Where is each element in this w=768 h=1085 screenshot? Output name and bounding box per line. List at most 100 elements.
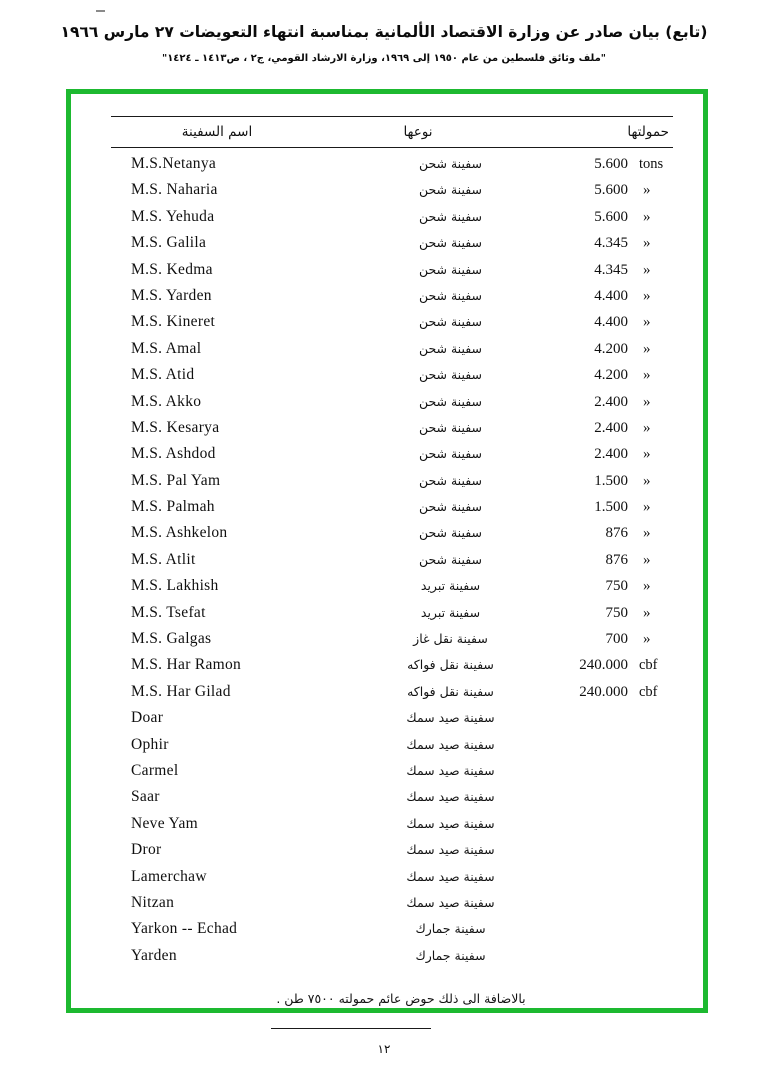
cell-tonnage-unit: cbf <box>639 657 658 674</box>
table-row: M.S. Atid سفينة شحن 4.200 » <box>111 366 673 392</box>
cell-tonnage: 2.400 <box>594 419 628 436</box>
cell-tonnage-unit: » <box>643 235 651 252</box>
cell-tonnage: 750 <box>605 604 629 621</box>
cell-tonnage: 2.400 <box>594 446 628 463</box>
cell-tonnage-unit: » <box>643 208 651 225</box>
cell-ship-name: M.S. Galgas <box>131 630 212 648</box>
cell-ship-type: سفينة شحن <box>418 235 483 251</box>
document-header: (تابع) بيان صادر عن وزارة الاقتصاد الألم… <box>0 22 768 65</box>
cell-tonnage-unit: » <box>643 261 651 278</box>
cell-tonnage: 4.400 <box>594 287 628 304</box>
cell-ship-type: سفينة صيد سمك <box>406 894 495 910</box>
table-row: Neve Yam سفينة صيد سمك <box>111 815 673 841</box>
cell-ship-name: Carmel <box>131 761 179 779</box>
table-row: Yarkon -- Echad سفينة جمارك <box>111 920 673 946</box>
table-row: Lamerchaw سفينة صيد سمك <box>111 868 673 894</box>
cell-tonnage-unit: cbf <box>639 683 658 700</box>
table-top-rule <box>111 116 673 117</box>
table-row: M.S. Har Ramon سفينة نقل فواكه 240.000 cbf <box>111 656 673 682</box>
cell-ship-name: M.S. Atlit <box>131 550 196 568</box>
column-header-type: نوعها <box>403 124 433 140</box>
cell-tonnage-unit: » <box>643 182 651 199</box>
cell-tonnage-unit: » <box>643 525 651 542</box>
column-header-name: اسم السفينة <box>181 124 253 140</box>
cell-ship-type: سفينة شحن <box>418 287 483 303</box>
table-row: M.S. Lakhish سفينة تبريد 750 » <box>111 577 673 603</box>
cell-tonnage: 4.345 <box>594 261 628 278</box>
cell-ship-name: M.S. Amal <box>131 339 202 357</box>
page-title: (تابع) بيان صادر عن وزارة الاقتصاد الألم… <box>60 23 708 41</box>
cell-tonnage: 700 <box>605 631 629 648</box>
cell-ship-name: M.S. Galila <box>131 234 207 252</box>
table-header-row: حمولتها نوعها اسم السفينة <box>111 117 673 147</box>
cell-ship-name: Doar <box>131 709 164 727</box>
cell-tonnage: 2.400 <box>594 393 628 410</box>
cell-ship-type: سفينة شحن <box>418 393 483 409</box>
ships-table: حمولتها نوعها اسم السفينة M.S.Netanya سفي… <box>111 116 673 1030</box>
cell-tonnage-unit: » <box>643 314 651 331</box>
table-row: M.S. Atlit سفينة شحن 876 » <box>111 551 673 577</box>
cell-ship-type: سفينة شحن <box>418 314 483 330</box>
source-citation: "ملف وثائق فلسطين من عام ١٩٥٠ إلى ١٩٦٩، … <box>161 52 607 64</box>
table-row: M.S. Yehuda سفينة شحن 5.600 » <box>111 208 673 234</box>
cell-tonnage-unit: » <box>643 340 651 357</box>
cell-tonnage-unit: » <box>643 367 651 384</box>
green-page-frame: حمولتها نوعها اسم السفينة M.S.Netanya سفي… <box>66 89 708 1030</box>
table-row: M.S. Ashdod سفينة شحن 2.400 » <box>111 445 673 471</box>
cell-ship-type: سفينة شحن <box>418 340 483 356</box>
cell-tonnage: 876 <box>605 551 629 568</box>
cell-tonnage: 750 <box>605 578 629 595</box>
cell-ship-type: سفينة شحن <box>418 419 483 435</box>
cell-tonnage-unit: » <box>643 419 651 436</box>
cell-ship-type: سفينة صيد سمك <box>406 710 495 726</box>
cell-ship-name: M.S. Kesarya <box>131 418 220 436</box>
cell-ship-name: M.S. Lakhish <box>131 577 219 595</box>
table-header-rule <box>111 147 673 148</box>
cell-tonnage: 1.500 <box>594 499 628 516</box>
cell-ship-type: سفينة جمارك <box>415 921 486 937</box>
table-row: M.S. Har Gilad سفينة نقل فواكه 240.000 cbf <box>111 683 673 709</box>
cell-ship-type: سفينة صيد سمك <box>406 736 495 752</box>
cell-ship-type: سفينة شحن <box>418 261 483 277</box>
table-row: M.S.Netanya سفينة شحن 5.600 tons <box>111 155 673 181</box>
table-row: Yarden سفينة جمارك <box>111 947 673 973</box>
cell-tonnage-unit: » <box>643 604 651 621</box>
cell-ship-type: سفينة شحن <box>418 551 483 567</box>
table-row: Doar سفينة صيد سمك <box>111 709 673 735</box>
cell-ship-type: سفينة شحن <box>418 446 483 462</box>
table-row: M.S. Naharia سفينة شحن 5.600 » <box>111 181 673 207</box>
cell-tonnage-unit: » <box>643 287 651 304</box>
cell-tonnage-unit: » <box>643 446 651 463</box>
cell-ship-type: سفينة جمارك <box>415 947 486 963</box>
cell-ship-type: سفينة صيد سمك <box>406 815 495 831</box>
table-row: Carmel سفينة صيد سمك <box>111 762 673 788</box>
table-footnote: بالاضافة الى ذلك حوض عائم حمولته ٧٥٠٠ طن… <box>276 991 526 1007</box>
cell-ship-type: سفينة صيد سمك <box>406 868 495 884</box>
cell-ship-name: M.S. Tsefat <box>131 603 206 621</box>
cell-ship-type: سفينة تبريد <box>420 604 481 620</box>
cell-ship-name: Ophir <box>131 735 169 753</box>
table-row: Nitzan سفينة صيد سمك <box>111 894 673 920</box>
cell-ship-name: M.S. Har Ramon <box>131 656 242 674</box>
table-row: Saar سفينة صيد سمك <box>111 788 673 814</box>
cell-ship-type: سفينة شحن <box>418 208 483 224</box>
cell-tonnage-unit: » <box>643 578 651 595</box>
cell-ship-name: M.S. Kedma <box>131 260 213 278</box>
table-row: M.S. Amal سفينة شحن 4.200 » <box>111 340 673 366</box>
cell-ship-name: M.S. Yehuda <box>131 207 215 225</box>
cell-tonnage: 4.200 <box>594 367 628 384</box>
cell-ship-type: سفينة نقل غاز <box>413 631 488 647</box>
cell-ship-name: Neve Yam <box>131 814 198 832</box>
cell-ship-type: سفينة صيد سمك <box>406 789 495 805</box>
table-row: M.S. Galila سفينة شحن 4.345 » <box>111 234 673 260</box>
cell-tonnage: 4.345 <box>594 235 628 252</box>
table-row: M.S. Ashkelon سفينة شحن 876 » <box>111 524 673 550</box>
table-row: Ophir سفينة صيد سمك <box>111 736 673 762</box>
cell-ship-type: سفينة شحن <box>418 156 483 171</box>
cell-ship-type: سفينة شحن <box>418 525 483 541</box>
cell-tonnage: 5.600 <box>594 156 628 172</box>
cell-ship-name: Lamerchaw <box>131 867 207 885</box>
cell-tonnage-unit: » <box>643 393 651 410</box>
table-row: M.S. Kedma سفينة شحن 4.345 » <box>111 261 673 287</box>
